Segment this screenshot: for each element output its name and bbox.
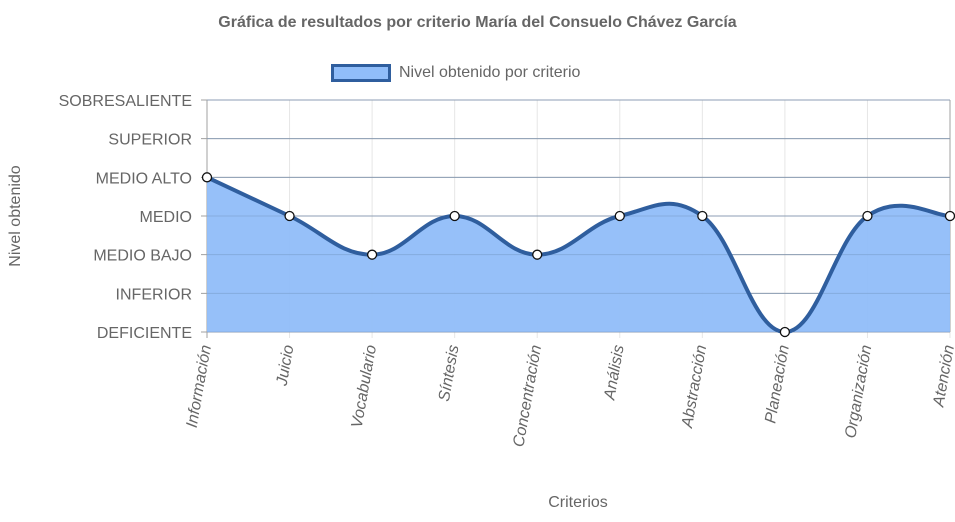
series-line [206,175,951,335]
x-axis-label: Criterios [548,494,608,511]
x-tick-label: Organización [842,344,875,440]
legend-label: Nivel obtenido por criterio [399,64,581,81]
y-tick-label: SOBRESALIENTE [59,93,192,110]
data-point-3[interactable] [449,210,460,222]
data-point-7[interactable] [779,326,791,338]
x-tick-label: Información [184,344,215,429]
y-tick-label: MEDIO [140,209,192,226]
data-point-5[interactable] [614,210,625,222]
data-point-4[interactable] [532,249,543,260]
x-tick-label: Abstracción [679,344,710,430]
chart-title: Gráfica de resultados por criterio María… [218,14,737,31]
y-tick-label: MEDIO BAJO [93,248,192,265]
x-tick-labels: Información Juicio Vocabulario Síntesis Conc… [184,344,955,449]
plot-area [201,99,955,338]
y-tick-label: SUPERIOR [108,132,192,149]
x-tick-label: Juicio [273,344,297,388]
y-tick-label: DEFICIENTE [97,325,192,342]
data-point-9[interactable] [944,210,955,222]
y-tick-labels: DEFICIENTE INFERIOR MEDIO BAJO MEDIO MEDIO A… [59,93,192,342]
x-tick-label: Vocabulario [349,344,380,430]
y-tick-label: INFERIOR [116,286,192,303]
x-tick-label: Síntesis [436,344,463,403]
x-tick-label: Atención [930,344,955,409]
data-point-1[interactable] [284,210,295,222]
x-tick-label: Análisis [601,344,627,402]
data-point-6[interactable] [697,210,708,222]
x-tick-label: Concentración [511,344,546,449]
x-tick-label: Planeación [762,344,793,425]
data-point-0[interactable] [201,172,213,183]
legend[interactable]: Nivel obtenido por criterio [331,64,580,82]
y-tick-label: MEDIO ALTO [96,170,192,187]
data-point-2[interactable] [366,249,378,260]
data-point-8[interactable] [862,210,873,222]
legend-swatch [331,64,391,82]
